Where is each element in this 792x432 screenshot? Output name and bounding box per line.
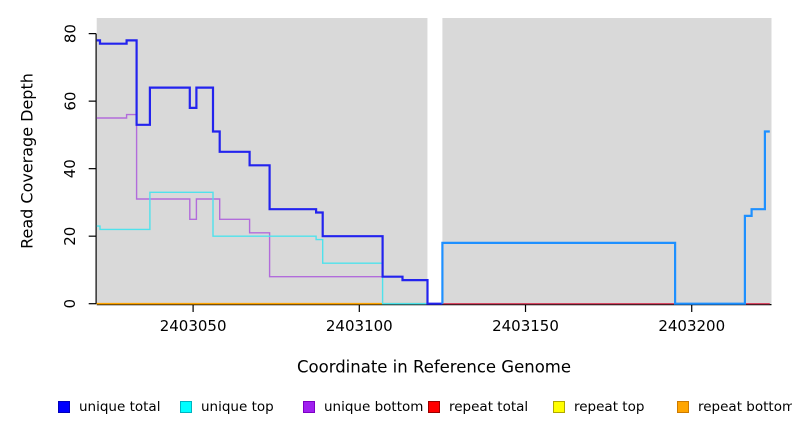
series-line-unique-total: [441, 130, 770, 305]
y-tick-label: 60: [61, 92, 79, 111]
y-tick-label: 40: [61, 159, 79, 178]
legend-item-repeat-top: repeat top: [553, 398, 644, 416]
legend-label: repeat top: [574, 399, 645, 415]
y-tick-label: 20: [61, 227, 79, 246]
x-tick-label: 2403150: [492, 317, 559, 335]
legend-label: unique top: [201, 399, 274, 415]
plot-panel-right: [442, 18, 772, 304]
legend-label: unique bottom: [324, 399, 424, 415]
legend-swatch-icon: [180, 401, 192, 413]
legend-label: repeat total: [449, 399, 529, 415]
y-axis-title: Read Coverage Depth: [17, 73, 37, 249]
legend-item-unique-total: unique total: [58, 398, 160, 416]
plot-panel-left: [96, 18, 428, 304]
legend-item-unique-bottom: unique bottom: [303, 398, 423, 416]
x-tick-label: 2403100: [326, 317, 393, 335]
x-tick-label: 2403200: [658, 317, 725, 335]
y-tick-label: 0: [61, 299, 79, 309]
legend-item-unique-top: unique top: [180, 398, 274, 416]
series-line-unique-top: [96, 191, 428, 305]
legend-swatch-icon: [303, 401, 315, 413]
legend-swatch-icon: [677, 401, 689, 413]
legend-label: repeat bottom: [698, 399, 792, 415]
x-tick-label: 2403050: [160, 317, 227, 335]
y-tick-label: 80: [61, 24, 79, 43]
x-axis-title: Coordinate in Reference Genome: [296, 357, 572, 377]
legend-label: unique total: [79, 399, 161, 415]
legend-swatch-icon: [58, 401, 70, 413]
legend-swatch-icon: [553, 401, 565, 413]
series-line-unique-total: [96, 39, 443, 305]
legend-swatch-icon: [428, 401, 440, 413]
legend-item-repeat-bottom: repeat bottom: [677, 398, 792, 416]
legend-item-repeat-total: repeat total: [428, 398, 528, 416]
